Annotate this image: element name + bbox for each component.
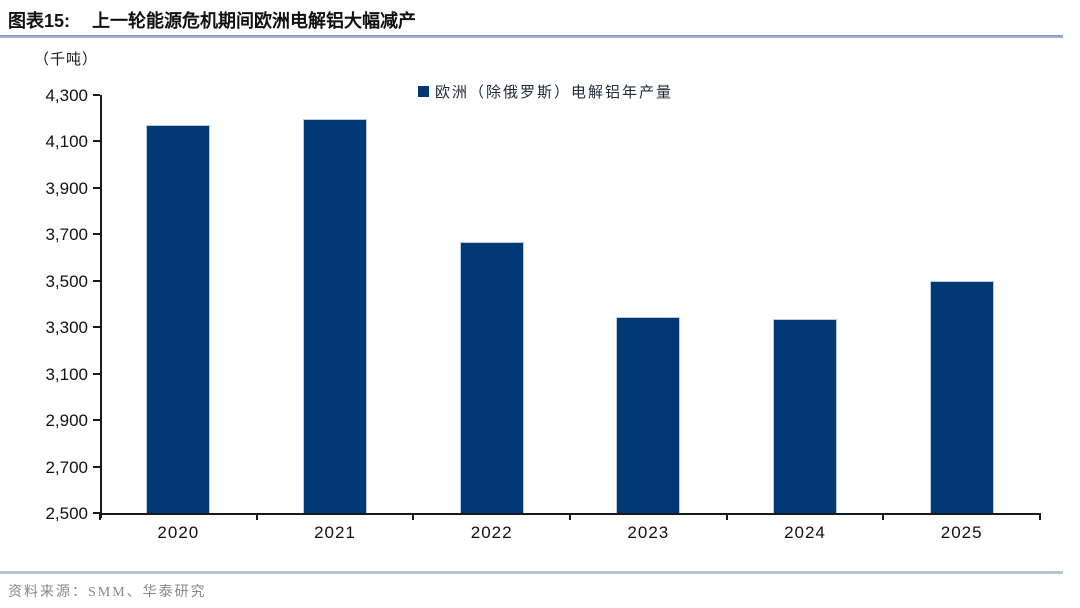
y-tick: [93, 186, 100, 189]
chart-title-prefix: 图表15:: [8, 11, 71, 31]
y-tick: [93, 512, 100, 514]
bar-2021: [303, 119, 367, 513]
x-tick: [412, 513, 415, 520]
x-axis-label-2025: 2025: [940, 523, 983, 542]
y-tick: [93, 233, 100, 236]
y-tick: [93, 94, 100, 96]
chart-title-text: 上一轮能源危机期间欧洲电解铝大幅减产: [92, 11, 417, 31]
legend: 欧洲（除俄罗斯）电解铝年产量: [418, 81, 673, 102]
x-axis-label-2021: 2021: [314, 523, 356, 542]
y-tick-label: 4,100: [45, 132, 88, 152]
y-tick-label: 3,300: [45, 318, 88, 338]
x-tick: [99, 513, 101, 520]
footer-divider: [0, 571, 1063, 574]
x-tick: [255, 513, 258, 520]
y-axis: [100, 95, 102, 518]
y-tick-label: 4,300: [45, 86, 88, 105]
y-tick-label: 2,700: [45, 457, 88, 477]
x-axis-label-2023: 2023: [627, 523, 670, 542]
y-tick-label: 3,500: [45, 271, 88, 291]
title-divider: [0, 35, 1063, 38]
x-axis-label-2020: 2020: [157, 523, 200, 542]
y-tick-label: 3,700: [45, 225, 88, 245]
bar-2020: [146, 125, 211, 513]
bar-2022: [459, 242, 524, 513]
y-tick: [93, 140, 100, 143]
y-tick-label: 2,500: [45, 504, 88, 523]
y-tick-label: 3,100: [45, 364, 88, 384]
y-tick: [93, 419, 100, 422]
legend-swatch-icon: [418, 86, 429, 97]
source-text: 资料来源：SMM、华泰研究: [8, 585, 207, 600]
x-axis-label-2022: 2022: [470, 523, 513, 542]
bar-2025: [929, 280, 994, 513]
legend-label: 欧洲（除俄罗斯）电解铝年产量: [435, 84, 674, 101]
x-tick: [1039, 513, 1041, 520]
bar-2023: [616, 316, 681, 513]
x-axis-label-2024: 2024: [784, 523, 826, 542]
bar-2024: [773, 319, 837, 513]
y-tick: [93, 372, 100, 375]
y-axis-unit-label: （千吨）: [34, 51, 99, 68]
y-tick: [93, 326, 100, 329]
y-tick-label: 3,900: [45, 178, 88, 198]
y-tick: [93, 279, 100, 282]
y-tick: [93, 465, 100, 468]
chart-title: 图表15: 上一轮能源危机期间欧洲电解铝大幅减产: [8, 7, 1063, 33]
x-tick: [725, 513, 728, 520]
x-tick: [882, 513, 885, 520]
x-tick: [569, 513, 571, 520]
y-tick-label: 2,900: [45, 411, 88, 431]
